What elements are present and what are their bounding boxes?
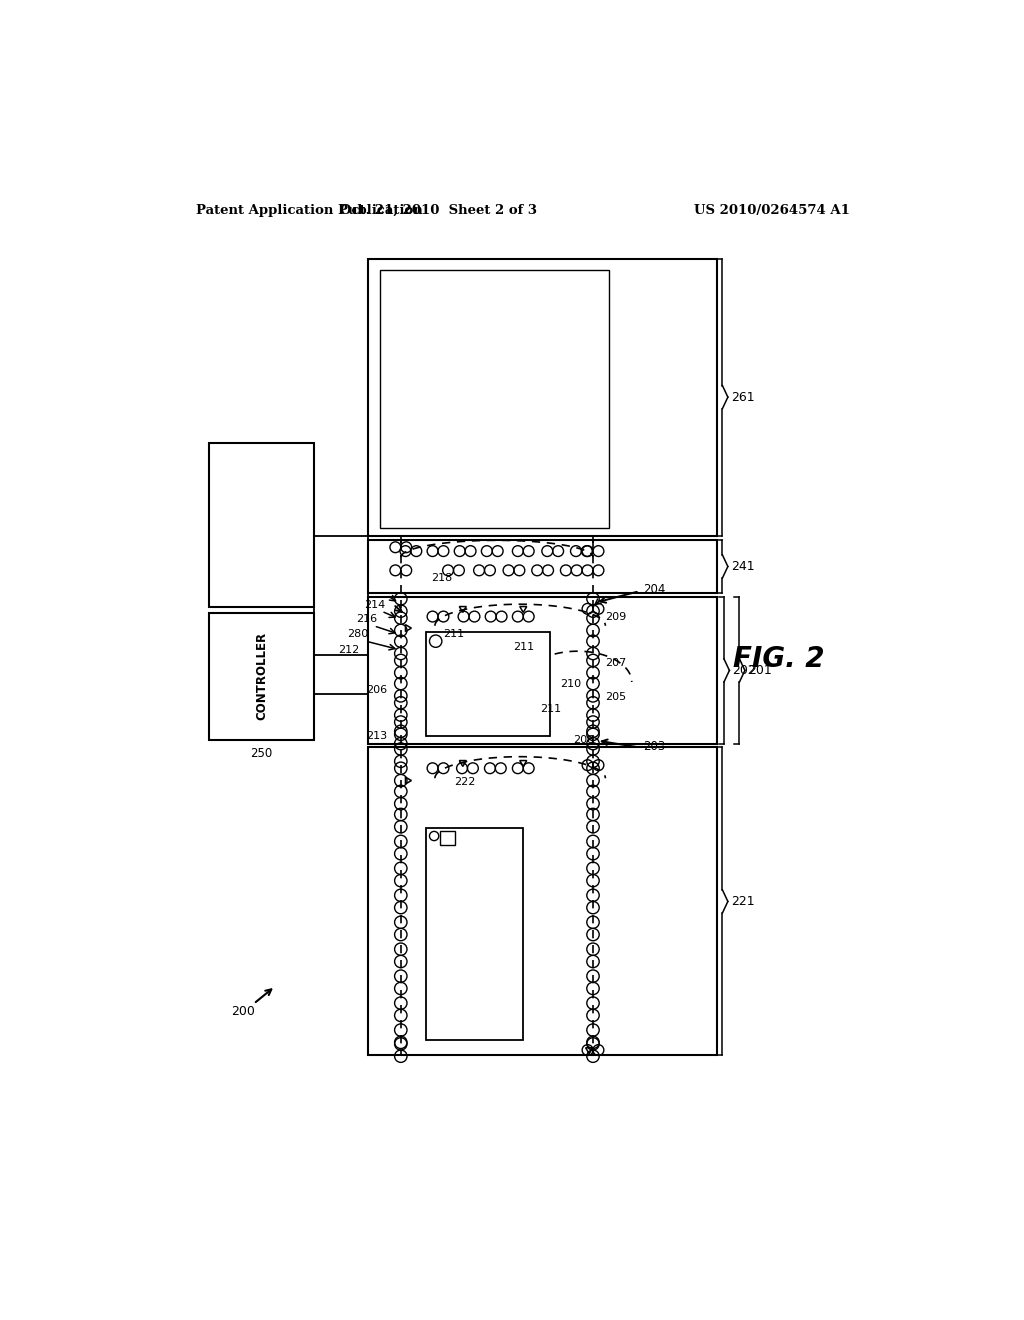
Text: 203: 203 [643, 741, 666, 754]
Text: 210: 210 [560, 678, 581, 689]
Text: 214: 214 [365, 601, 385, 610]
Text: 280: 280 [347, 630, 369, 639]
Text: 202: 202 [732, 664, 757, 677]
Bar [426, 632, 550, 737]
Bar [369, 259, 717, 536]
Text: 201: 201 [748, 664, 772, 677]
Text: 204: 204 [643, 583, 666, 597]
Text: 211: 211 [513, 643, 534, 652]
Text: 261: 261 [731, 391, 755, 404]
Text: 205: 205 [604, 693, 626, 702]
Text: 250: 250 [251, 747, 272, 760]
Text: 209: 209 [604, 611, 626, 622]
Text: 207: 207 [604, 657, 626, 668]
Text: Oct. 21, 2010  Sheet 2 of 3: Oct. 21, 2010 Sheet 2 of 3 [340, 205, 537, 218]
Text: 221: 221 [731, 895, 755, 908]
Text: 222: 222 [455, 777, 476, 787]
Text: 211: 211 [540, 704, 561, 714]
Bar [369, 598, 717, 743]
Text: CONTROLLER: CONTROLLER [255, 632, 268, 721]
Bar [369, 747, 717, 1056]
Text: 218: 218 [431, 573, 453, 583]
Text: 213: 213 [366, 731, 387, 741]
Bar [380, 271, 608, 528]
Text: FIG. 2: FIG. 2 [733, 645, 824, 673]
Text: 212: 212 [338, 644, 359, 655]
Bar [426, 829, 523, 1040]
Bar [439, 832, 455, 845]
Text: 200: 200 [230, 1005, 255, 1018]
Text: Patent Application Publication: Patent Application Publication [197, 205, 423, 218]
Text: 208: 208 [573, 735, 594, 744]
Text: 241: 241 [731, 560, 755, 573]
Text: 211: 211 [443, 630, 464, 639]
Text: US 2010/0264574 A1: US 2010/0264574 A1 [693, 205, 850, 218]
Bar [209, 444, 314, 607]
Text: 206: 206 [366, 685, 387, 694]
Bar [369, 540, 717, 594]
Text: 216: 216 [356, 614, 378, 624]
Bar [209, 612, 314, 739]
